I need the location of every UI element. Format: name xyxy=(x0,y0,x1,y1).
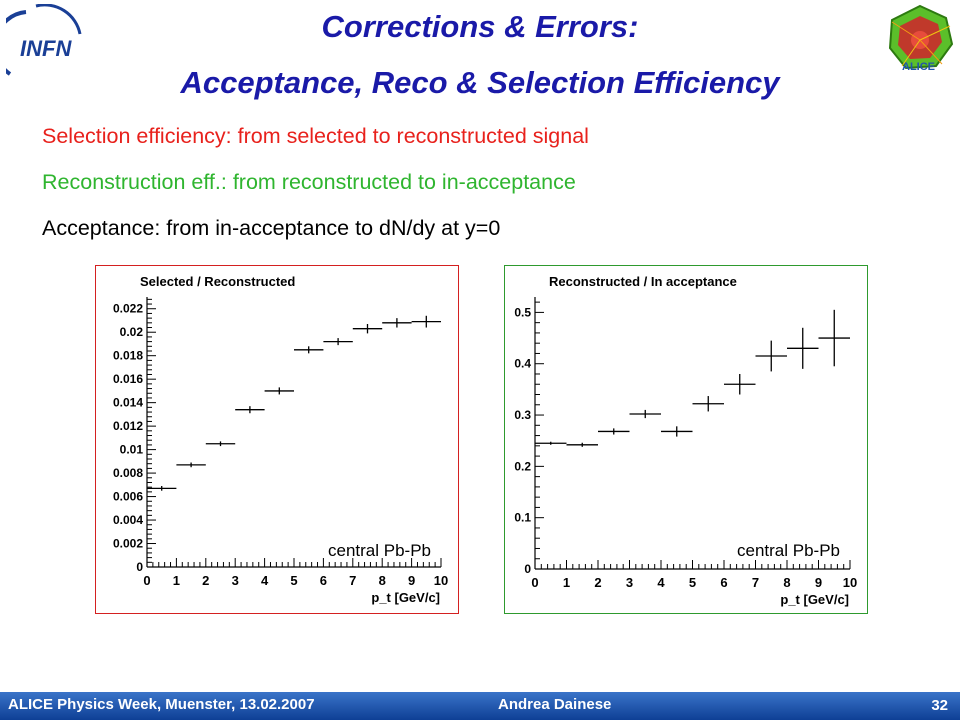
x-tick-label: 6 xyxy=(720,575,727,590)
alice-logo: ALICE xyxy=(884,4,956,73)
x-axis-label: p_t [GeV/c] xyxy=(780,592,849,607)
bullet-acceptance: Acceptance: from in-acceptance to dN/dy … xyxy=(42,216,501,240)
infn-logo-text: INFN xyxy=(20,36,72,61)
plot-reconstructed-over-in-acceptance: Reconstructed / In acceptance 0 1 2 3 4 5 6 7 8 9 1… xyxy=(504,265,868,614)
data-point xyxy=(323,338,353,346)
y-tick-label: 0.3 xyxy=(514,408,531,422)
y-tick-label: 0.016 xyxy=(113,372,143,386)
data-point xyxy=(382,318,412,328)
data-point xyxy=(598,428,630,435)
x-tick-label: 2 xyxy=(202,573,209,588)
y-tick-label: 0 xyxy=(524,562,531,576)
chart-title: Selected / Reconstructed xyxy=(140,274,295,289)
x-tick-label: 7 xyxy=(349,573,356,588)
data-point xyxy=(205,441,236,447)
y-tick-label: 0.004 xyxy=(113,513,143,527)
chart-reconstructed-over-in-acceptance: Reconstructed / In acceptance 0 1 2 3 4 5 6 7 8 9 1… xyxy=(514,274,857,607)
x-tick-label: 0 xyxy=(531,575,538,590)
data-point xyxy=(147,486,177,491)
page-title-line-1: Corrections & Errors: xyxy=(321,9,639,44)
data-point xyxy=(787,327,819,369)
chart-annotation: central Pb-Pb xyxy=(737,541,840,560)
y-tick-label: 0.002 xyxy=(113,537,143,551)
y-tick-label: 0.5 xyxy=(514,305,531,319)
data-point xyxy=(535,441,567,445)
y-tick-label: 0.01 xyxy=(120,443,144,457)
x-tick-label: 3 xyxy=(232,573,239,588)
y-tick-label: 0.018 xyxy=(113,349,143,363)
footer-event: ALICE Physics Week, Muenster, 13.02.2007 xyxy=(8,696,315,713)
page-title-line-2: Acceptance, Reco & Selection Efficiency xyxy=(180,65,780,100)
data-point xyxy=(352,324,383,334)
data-point xyxy=(176,462,206,468)
x-tick-label: 5 xyxy=(689,575,696,590)
data-point xyxy=(411,315,441,328)
data-point xyxy=(235,406,265,414)
x-tick-label: 1 xyxy=(563,575,570,590)
x-tick-label: 9 xyxy=(408,573,415,588)
data-point xyxy=(264,387,294,395)
x-tick-label: 7 xyxy=(752,575,759,590)
x-tick-label: 2 xyxy=(594,575,601,590)
x-tick-label: 8 xyxy=(379,573,386,588)
data-point xyxy=(755,340,787,372)
bullet-reconstruction-efficiency: Reconstruction eff.: from reconstructed … xyxy=(42,170,576,194)
y-tick-label: 0.4 xyxy=(514,357,531,371)
y-tick-label: 0.2 xyxy=(514,459,531,473)
x-tick-label: 1 xyxy=(173,573,180,588)
data-point xyxy=(818,309,850,367)
data-point xyxy=(692,396,724,412)
chart-annotation: central Pb-Pb xyxy=(328,541,431,560)
data-point xyxy=(566,442,598,447)
data-point xyxy=(661,426,693,437)
x-tick-label: 9 xyxy=(815,575,822,590)
bullet-selection-efficiency: Selection efficiency: from selected to r… xyxy=(42,124,589,148)
x-axis-label: p_t [GeV/c] xyxy=(371,590,440,605)
y-tick-label: 0.02 xyxy=(120,325,144,339)
footer-author: Andrea Dainese xyxy=(498,696,612,713)
data-point xyxy=(294,346,324,354)
chart-selected-over-reconstructed: Selected / Reconstructed 0 1 2 3 4 5 6 7 8 9 10 0 0.0… xyxy=(113,274,448,605)
x-tick-label: 4 xyxy=(657,575,665,590)
x-tick-label: 3 xyxy=(626,575,633,590)
x-tick-label: 6 xyxy=(320,573,327,588)
page-number: 32 xyxy=(931,697,948,714)
y-tick-label: 0 xyxy=(136,560,143,574)
x-tick-label: 4 xyxy=(261,573,269,588)
x-tick-label: 10 xyxy=(434,573,448,588)
y-tick-label: 0.008 xyxy=(113,466,143,480)
y-tick-label: 0.006 xyxy=(113,490,143,504)
data-point xyxy=(629,409,661,419)
x-tick-label: 0 xyxy=(143,573,150,588)
y-tick-label: 0.1 xyxy=(514,511,531,525)
x-tick-label: 5 xyxy=(290,573,297,588)
alice-logo-text: ALICE xyxy=(902,61,935,72)
y-tick-label: 0.012 xyxy=(113,419,143,433)
data-point xyxy=(724,373,756,395)
y-tick-label: 0.022 xyxy=(113,302,143,316)
plot-selected-over-reconstructed: Selected / Reconstructed 0 1 2 3 4 5 6 7 8 9 10 0 0.0… xyxy=(95,265,459,614)
y-tick-label: 0.014 xyxy=(113,396,143,410)
x-tick-label: 10 xyxy=(843,575,857,590)
footer-bar: ALICE Physics Week, Muenster, 13.02.2007… xyxy=(0,692,960,720)
chart-title: Reconstructed / In acceptance xyxy=(549,274,737,289)
x-tick-label: 8 xyxy=(783,575,790,590)
